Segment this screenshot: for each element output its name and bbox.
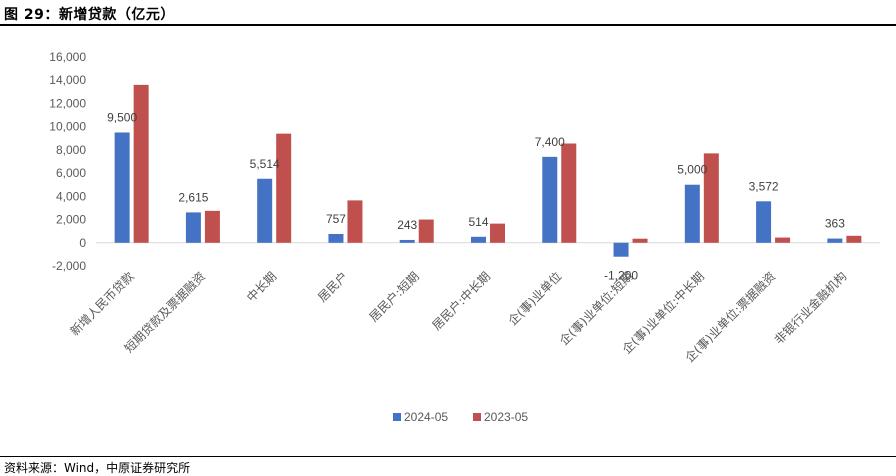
bar-2023-05-6	[490, 223, 505, 243]
legend-label: 2023-05	[484, 410, 528, 424]
legend-label: 2024-05	[404, 410, 448, 424]
data-label: -1,200	[604, 269, 638, 283]
category-label: 中长期	[243, 269, 279, 305]
category-label: 居民户	[315, 269, 351, 305]
bar-2023-05-8	[632, 238, 648, 243]
y-tick-label: 2,000	[56, 213, 86, 227]
data-label: 9,500	[107, 110, 137, 124]
bar-2023-05-3	[276, 133, 292, 243]
bar-2024-05-2	[185, 212, 201, 243]
y-tick-label: 12,000	[49, 96, 86, 110]
data-label: 7,400	[535, 135, 565, 149]
bar-2023-05-9	[703, 153, 719, 243]
title-divider	[0, 24, 896, 26]
figure-title: 图 29：新增贷款（亿元）	[4, 7, 175, 23]
category-label: 企(事)业单位:短期	[556, 269, 635, 348]
bar-2023-05-7	[561, 143, 577, 243]
bar-2024-05-4	[328, 233, 344, 243]
data-label: 5,000	[677, 163, 707, 177]
bar-2024-05-8	[613, 242, 629, 257]
category-label: 居民户:中长期	[429, 269, 493, 333]
category-label: 新增人民币贷款	[67, 269, 137, 339]
bar-2024-05-11	[827, 238, 843, 243]
y-tick-label: 10,000	[49, 120, 86, 134]
data-label: 363	[825, 217, 845, 231]
data-label: 243	[397, 218, 417, 232]
data-label: 757	[326, 212, 346, 226]
y-tick-label: 6,000	[56, 166, 86, 180]
category-label: 居民户:短期	[366, 269, 422, 325]
data-label: 514	[468, 215, 488, 229]
bar-2024-05-6	[471, 236, 486, 243]
y-tick-label: 4,000	[56, 189, 86, 203]
data-label: 2,615	[178, 190, 208, 204]
bar-2024-05-5	[399, 239, 415, 243]
bar-2024-05-10	[756, 201, 772, 243]
bar-2024-05-3	[257, 178, 273, 243]
bar-2023-05-10	[775, 237, 791, 243]
category-label: 短期贷款及票据融资	[122, 269, 208, 355]
data-label: 3,572	[749, 179, 779, 193]
bar-2024-05-7	[542, 156, 558, 243]
bar-2023-05-4	[347, 200, 363, 243]
bar-chart: 16,000 14,000 12,000 10,000 8,000 6,000 4,000 2…	[49, 50, 880, 424]
bar-2023-05-2	[204, 210, 220, 243]
y-tick-label: 0	[79, 236, 86, 250]
bar-2024-05-1	[114, 132, 130, 243]
category-label: 非银行业金融机构	[771, 269, 849, 347]
y-tick-label: 16,000	[49, 50, 86, 64]
source-note: 资料来源：Wind，中原证券研究所	[4, 461, 191, 475]
y-tick-label: 14,000	[49, 73, 86, 87]
bar-2023-05-11	[846, 235, 862, 243]
footer-divider	[0, 456, 896, 457]
y-tick-label: 8,000	[56, 143, 86, 157]
legend-swatch-2024-05	[393, 413, 401, 421]
category-label: 企(事)业单位	[505, 269, 565, 329]
bar-2023-05-1	[133, 84, 149, 243]
bar-2023-05-5	[418, 219, 434, 243]
bar-2024-05-9	[684, 184, 700, 243]
y-tick-label: -2,000	[52, 259, 86, 273]
data-label: 5,514	[250, 157, 280, 171]
legend-swatch-2023-05	[473, 413, 481, 421]
